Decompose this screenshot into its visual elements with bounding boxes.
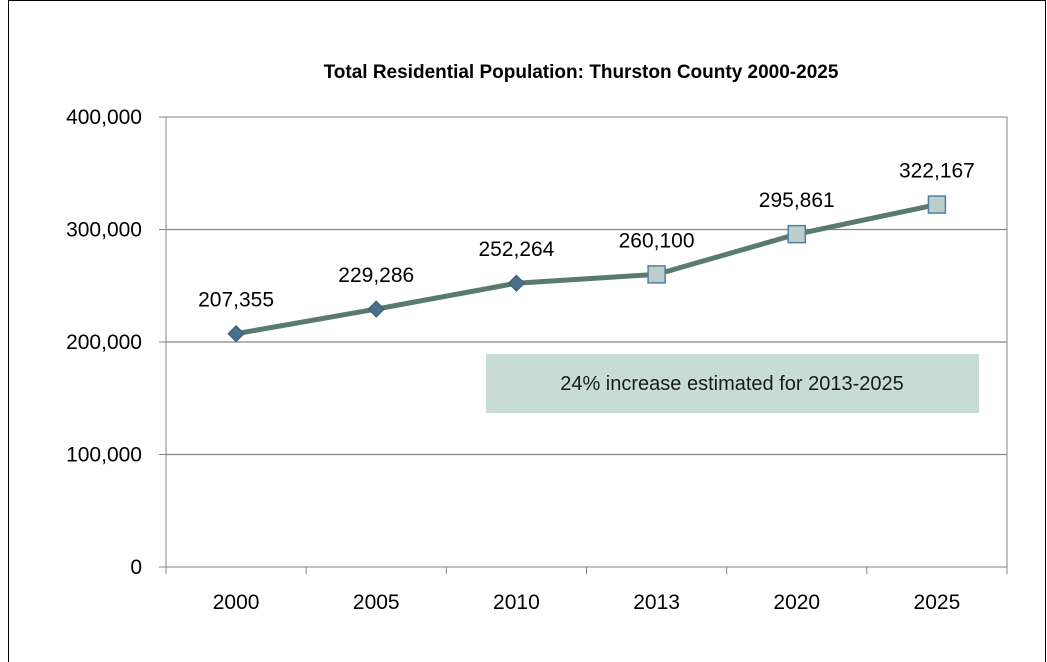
y-tick-label: 100,000 <box>66 444 142 467</box>
data-label: 322,167 <box>899 160 975 183</box>
annotation-text: 24% increase estimated for 2013-2025 <box>560 373 904 395</box>
x-tick-label: 2010 <box>493 591 540 614</box>
data-point-marker <box>507 274 526 292</box>
x-tick-label: 2005 <box>353 591 400 614</box>
y-tick-label: 200,000 <box>66 331 142 354</box>
annotation-background <box>486 354 979 413</box>
data-point-marker <box>647 265 666 284</box>
series-population <box>227 195 947 343</box>
y-axis-tick-labels: 0 100,000 200,000 300,000 400,000 <box>66 106 166 579</box>
gridlines <box>166 228 1007 456</box>
data-label: 229,286 <box>338 264 414 287</box>
y-tick-label: 300,000 <box>66 219 142 242</box>
x-tick-label: 2000 <box>213 591 260 614</box>
data-label: 295,861 <box>759 189 835 212</box>
x-tick-label: 2025 <box>914 591 961 614</box>
data-point-marker <box>927 195 947 214</box>
x-tick-label: 2013 <box>633 591 680 614</box>
x-tick-label: 2020 <box>773 591 820 614</box>
data-point-marker <box>367 300 385 318</box>
chart-title: Total Residential Population: Thurston C… <box>324 62 839 83</box>
y-tick-label: 400,000 <box>66 106 142 129</box>
y-tick-label: 0 <box>130 556 142 579</box>
series-line <box>235 202 938 337</box>
x-axis-tick-labels: 2000 2005 2010 2013 2020 2025 <box>165 567 1008 614</box>
chart-frame <box>8 0 1046 662</box>
data-point-marker <box>227 325 245 343</box>
data-label: 252,264 <box>478 238 554 261</box>
annotation-box: 24% increase estimated for 2013-2025 <box>486 354 979 413</box>
data-point-marker <box>787 224 806 244</box>
data-labels: 207,355 229,286 252,264 260,100 295,861 322,1… <box>198 160 975 312</box>
data-label: 260,100 <box>619 229 695 252</box>
data-label: 207,355 <box>198 289 274 312</box>
